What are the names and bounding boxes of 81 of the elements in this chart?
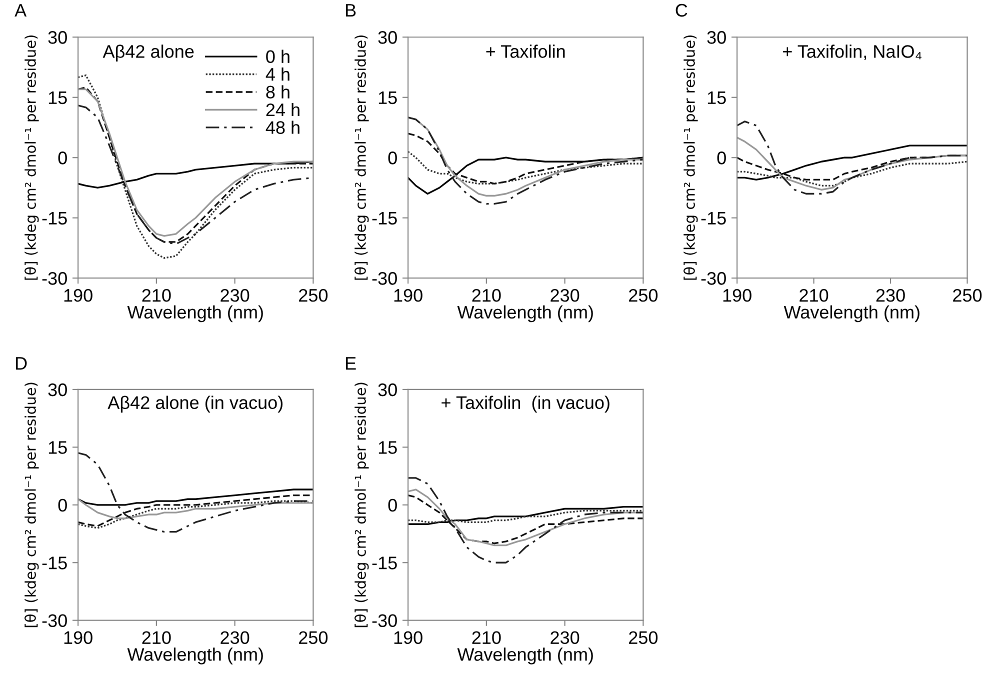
y-tick-label: 0: [388, 152, 397, 164]
y-axis-title: [θ] (kdeg cm² dmol⁻¹ per residue): [354, 35, 369, 280]
y-tick-label: 0: [58, 498, 67, 512]
x-tick-label: 230: [220, 631, 250, 644]
x-axis-title: Wavelength (nm): [127, 305, 263, 322]
line-series: [78, 488, 314, 506]
x-tick-label: 210: [142, 288, 171, 302]
chart-title: + Taxifolin, NaIO₄: [783, 44, 922, 60]
line-series: [78, 498, 314, 520]
x-tick-label: 210: [142, 631, 171, 644]
x-tick-label: 190: [64, 288, 92, 302]
line-series: [408, 150, 644, 185]
line-series: [737, 160, 968, 187]
y-tick-label: -30: [372, 614, 397, 628]
chart-title: Aβ42 alone (in vacuo): [108, 396, 283, 413]
y-tick-label: -15: [42, 212, 67, 225]
x-tick-label: 210: [800, 288, 828, 302]
x-tick-label: 230: [876, 288, 905, 302]
y-tick-label: -30: [42, 272, 67, 285]
y-tick-label: -30: [42, 614, 67, 628]
y-tick-label: 0: [388, 498, 397, 512]
x-tick-label: 250: [299, 631, 328, 644]
x-tick-label: 230: [550, 631, 580, 644]
x-tick-label: 190: [64, 631, 92, 644]
y-axis-title: [θ] (kdeg cm² dmol⁻¹ per residue): [684, 35, 698, 280]
chart-title: Aβ42 alone: [102, 44, 194, 62]
y-tick-label: -15: [701, 212, 726, 225]
text: A: [14, 4, 27, 17]
x-axis-title: Wavelength (nm): [457, 305, 593, 322]
line-series: [408, 132, 644, 185]
y-tick-label: 15: [378, 91, 397, 104]
x-tick-label: 230: [220, 288, 250, 302]
x-tick-label: 190: [394, 288, 422, 302]
y-tick-label: 15: [708, 91, 726, 104]
text: B: [346, 4, 356, 17]
legend-label: 8 h: [266, 85, 290, 98]
y-tick-label: 30: [378, 31, 397, 44]
y-axis-title: [θ] (kdeg cm² dmol⁻¹ per residue): [354, 382, 369, 628]
x-axis-title: Wavelength (nm): [127, 648, 263, 664]
y-tick-label: 30: [48, 31, 67, 44]
x-axis-title: Wavelength (nm): [784, 305, 920, 322]
y-axis-title: [θ] (kdeg cm² dmol⁻¹ per residue): [24, 382, 39, 628]
line-series: [737, 144, 968, 181]
y-tick-label: 15: [378, 441, 397, 454]
text: E: [346, 357, 356, 370]
x-tick-label: 210: [472, 288, 501, 302]
line-series: [737, 120, 968, 195]
y-tick-label: 0: [717, 152, 726, 164]
x-tick-label: 250: [299, 288, 328, 302]
y-tick-label: 15: [48, 441, 67, 454]
x-axis-title: Wavelength (nm): [457, 648, 593, 664]
legend-label: 4 h: [266, 68, 290, 81]
y-tick-label: 30: [378, 383, 397, 396]
x-tick-label: 250: [953, 288, 982, 302]
x-tick-label: 190: [723, 288, 752, 302]
text: D: [16, 357, 27, 370]
y-tick-label: -15: [42, 556, 67, 570]
legend-label: 24 h: [266, 102, 300, 116]
line-series: [408, 506, 644, 525]
chart-title: + Taxifolin: [486, 44, 565, 58]
y-tick-label: -15: [372, 556, 397, 570]
line-series: [408, 477, 644, 564]
y-axis-title: [θ] (kdeg cm² dmol⁻¹ per residue): [24, 35, 39, 280]
x-tick-label: 190: [394, 631, 422, 644]
x-tick-label: 210: [472, 631, 501, 644]
line-series: [408, 510, 644, 524]
text: C: [676, 4, 688, 17]
line-series: [78, 160, 314, 189]
y-tick-label: 30: [48, 383, 67, 396]
y-tick-label: 0: [58, 152, 67, 164]
y-tick-label: 15: [48, 91, 67, 104]
y-tick-label: -30: [701, 272, 726, 285]
y-tick-label: -15: [372, 212, 397, 225]
x-tick-label: 250: [629, 288, 658, 302]
y-tick-label: -30: [372, 272, 397, 285]
x-tick-label: 230: [550, 288, 580, 302]
y-tick-label: 30: [707, 31, 726, 44]
legend-label: 0 h: [266, 50, 290, 64]
legend-label: 48 h: [266, 120, 300, 134]
x-tick-label: 250: [629, 631, 658, 644]
chart-title: + Taxifolin (in vacuo): [442, 396, 610, 413]
